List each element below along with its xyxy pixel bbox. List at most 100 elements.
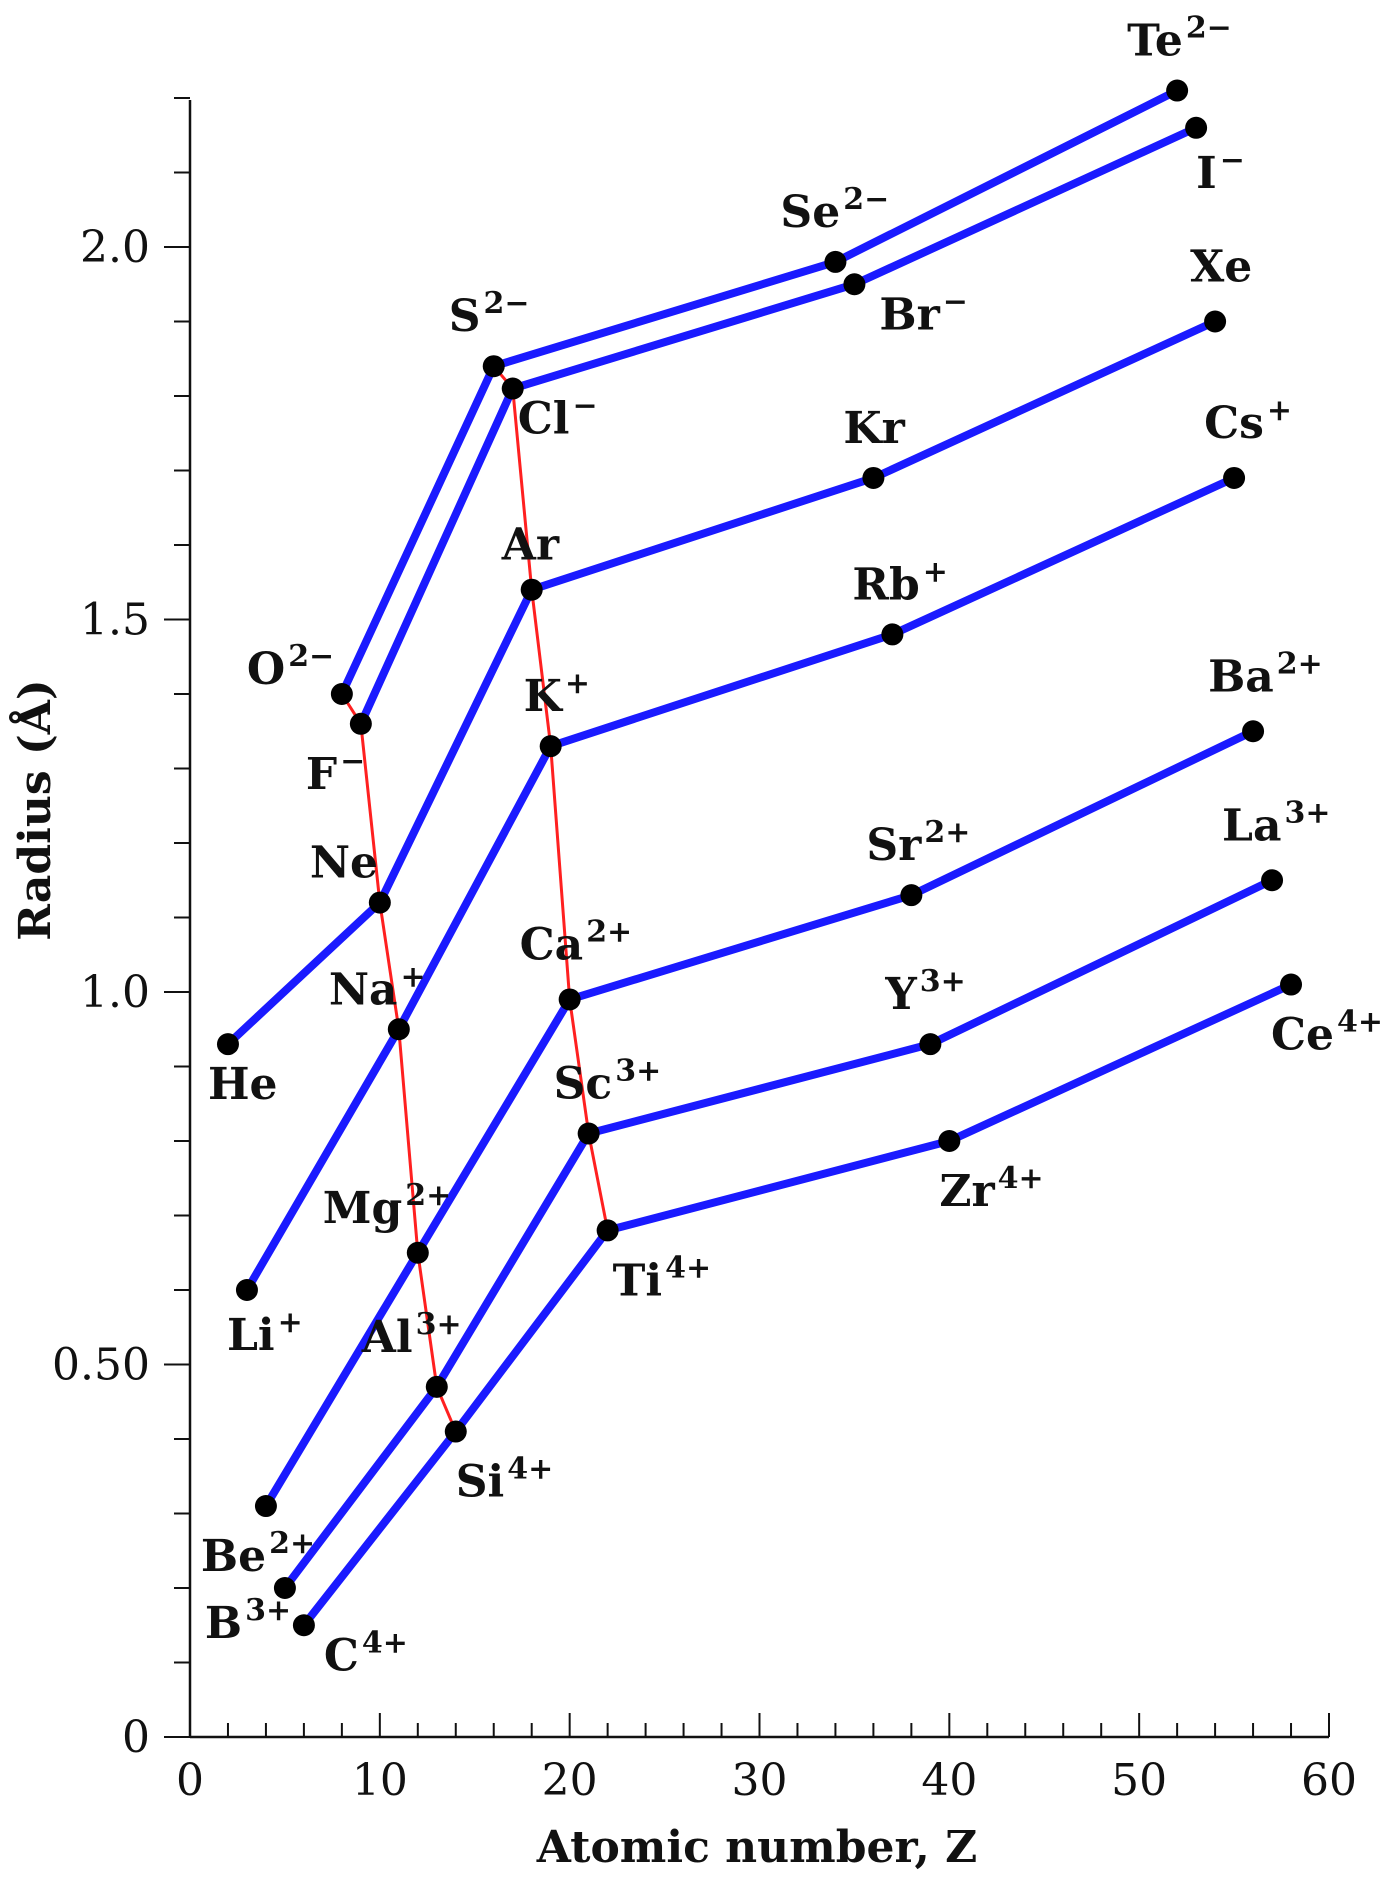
data-point: [368, 891, 391, 914]
data-point: [387, 1018, 410, 1041]
ion-label: Se 2−: [780, 182, 889, 238]
ion-charge: −: [1220, 143, 1245, 178]
ion-symbol: Cs: [1204, 398, 1264, 449]
ion-symbol: Te: [1127, 16, 1183, 67]
data-point: [330, 683, 353, 705]
ion-label: He: [208, 1059, 278, 1110]
ion-charge: 2+: [405, 1178, 451, 1213]
ion-symbol: B: [205, 1598, 242, 1649]
ion-symbol: O: [247, 644, 285, 695]
ion-charge: −: [340, 744, 365, 779]
data-point: [444, 1420, 467, 1443]
ion-charge: 3+: [245, 1593, 291, 1628]
data-point: [425, 1375, 448, 1398]
ion-charge: −: [572, 389, 597, 424]
ion-label: Te 2−: [1127, 11, 1232, 67]
data-point: [273, 1577, 296, 1599]
ion-charge: 4+: [665, 1250, 711, 1285]
ion-charge: 4+: [998, 1161, 1044, 1196]
data-point: [862, 466, 885, 489]
series-line: [338, 86, 1179, 696]
series-line: [243, 474, 1236, 1293]
ion-symbol: Se: [780, 187, 840, 238]
y-tick-label: 2.0: [80, 222, 150, 273]
ion-charge: +: [1267, 393, 1292, 428]
ion-label: Si 4+: [456, 1452, 554, 1508]
data-point: [254, 1495, 277, 1518]
ion-symbol: La: [1222, 800, 1281, 851]
data-point: [919, 1033, 942, 1056]
ion-charge: 3+: [920, 964, 966, 999]
ion-symbol: Ne: [310, 838, 378, 889]
ion-label: Be 2+: [201, 1526, 315, 1582]
ion-label: Ne: [310, 838, 378, 889]
data-point: [539, 735, 562, 758]
ion-label: Na +: [329, 959, 426, 1015]
ion-charge: 4+: [507, 1452, 553, 1487]
x-tick-label: 60: [1301, 1755, 1357, 1806]
ion-symbol: Ce: [1271, 1010, 1334, 1061]
ion-label: La 3+: [1222, 795, 1330, 851]
ion-label: K +: [524, 666, 590, 722]
data-point: [1204, 310, 1227, 333]
ion-symbol: Sc: [554, 1059, 613, 1110]
ion-charge: 4+: [1337, 1005, 1383, 1040]
axes: 0 10 20 30 40 50 60 0 0.50 1.0 1.5 2.0: [52, 97, 1357, 1806]
ion-symbol: Kr: [843, 403, 905, 454]
x-tick-label: 30: [732, 1755, 788, 1806]
data-point: [843, 273, 866, 296]
ion-symbol: Li: [227, 1310, 275, 1361]
ion-label: Sc 3+: [554, 1054, 662, 1110]
ion-charge: 4+: [362, 1625, 408, 1660]
data-point: [1185, 116, 1208, 139]
ion-charge: −: [943, 284, 968, 319]
x-tick-label: 10: [352, 1755, 408, 1806]
ion-label: C 4+: [324, 1625, 408, 1681]
ion-charge: 2−: [1186, 11, 1232, 46]
ion-symbol: He: [208, 1059, 278, 1110]
ion-charge: 2−: [484, 286, 530, 321]
ion-label: B 3+: [205, 1593, 291, 1649]
x-axis-title: Atomic number, Z: [536, 1822, 977, 1873]
data-point: [900, 884, 923, 907]
data-point: [216, 1033, 239, 1056]
ion-symbol: Ca: [520, 919, 584, 970]
ion-symbol: Rb: [852, 559, 919, 610]
ion-symbol: Ba: [1208, 651, 1274, 702]
data-points: [216, 79, 1303, 1637]
series-line: [357, 124, 1198, 726]
data-point: [501, 377, 524, 400]
ion-label: Mg 2+: [323, 1178, 452, 1234]
data-point: [938, 1130, 961, 1152]
ion-charge: +: [401, 959, 426, 994]
ion-label: Rb +: [852, 554, 947, 610]
data-point: [1280, 973, 1303, 996]
ion-symbol: Xe: [1190, 242, 1252, 293]
ion-label: Li +: [227, 1305, 303, 1361]
ion-label: Kr: [843, 403, 905, 454]
data-point: [596, 1219, 619, 1242]
ion-charge: +: [923, 554, 948, 589]
series-line: [262, 727, 1255, 1509]
y-tick-label: 0.50: [52, 1340, 150, 1391]
ion-symbol: Al: [361, 1312, 413, 1363]
ion-label: Y 3+: [884, 964, 965, 1020]
ion-symbol: Si: [456, 1457, 505, 1508]
ion-charge: 3+: [416, 1307, 462, 1342]
ion-symbol: Na: [329, 964, 398, 1015]
y-tick-label: 1.0: [80, 967, 150, 1018]
ion-symbol: C: [324, 1630, 359, 1681]
y-tick-label: 1.5: [80, 595, 150, 646]
ion-charge: 2+: [1277, 646, 1323, 681]
data-point: [1223, 466, 1246, 489]
data-point: [235, 1279, 258, 1301]
ion-charge: 2+: [269, 1526, 315, 1561]
data-point: [558, 988, 581, 1011]
ion-symbol: F: [306, 749, 337, 800]
x-tick-label: 40: [921, 1755, 977, 1806]
ion-label: Xe: [1190, 242, 1252, 293]
ion-label: Cs +: [1204, 393, 1292, 449]
data-point: [406, 1241, 429, 1264]
ion-label: Ba 2+: [1208, 646, 1323, 702]
